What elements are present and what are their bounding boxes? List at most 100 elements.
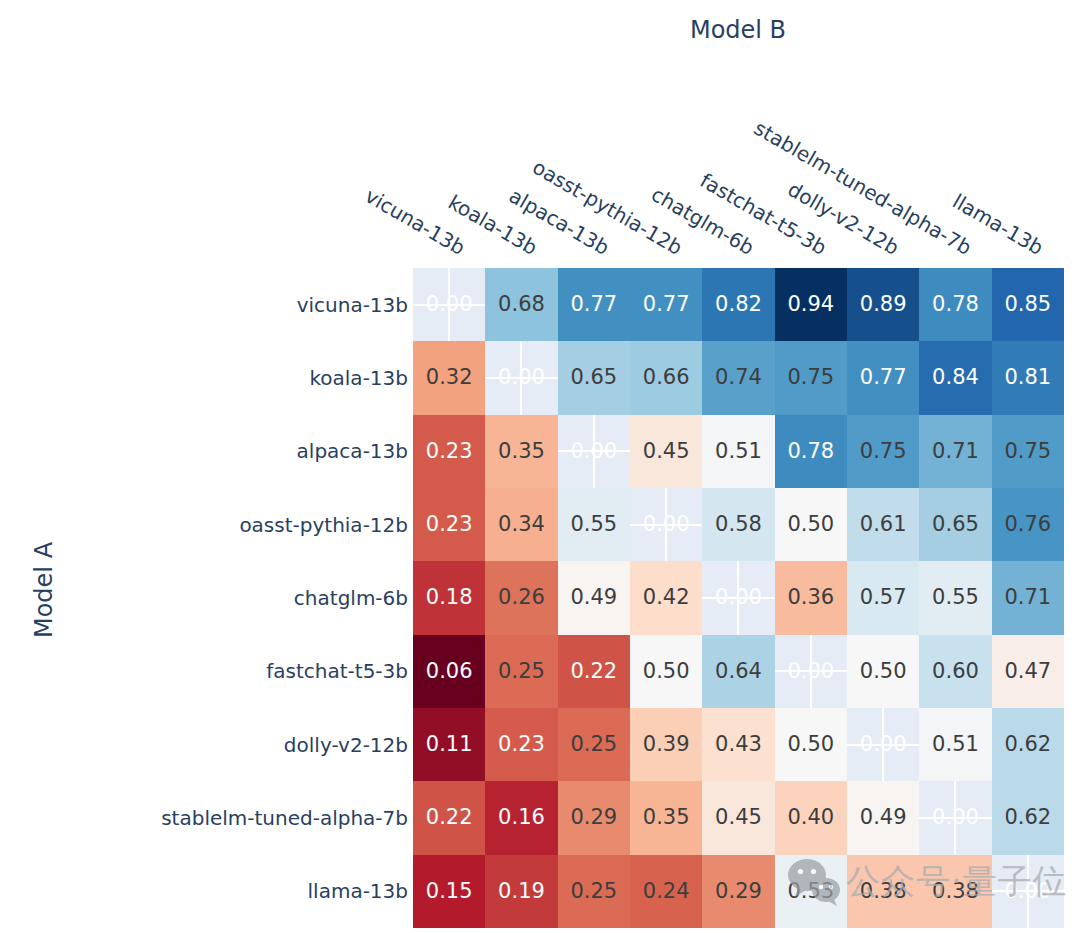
cell-value: 0.43 [715,734,762,755]
heatmap-cell-diagonal: 0.00 [702,561,774,634]
y-tick-label: chatglm-6b [294,561,408,634]
watermark-text: 公众号·量子位 [846,859,1068,905]
y-tick-label: oasst-pythia-12b [239,488,408,561]
cell-value: 0.65 [932,514,979,535]
heatmap-cell: 0.24 [630,855,702,928]
cell-value: 0.55 [932,587,979,608]
heatmap-cell-diagonal: 0.00 [775,635,847,708]
cell-value: 0.55 [570,514,617,535]
cell-value: 0.50 [860,661,907,682]
heatmap-cell-diagonal: 0.00 [485,341,557,414]
heatmap-cell: 0.15 [413,855,485,928]
heatmap-cell: 0.55 [558,488,630,561]
cell-value: 0.74 [715,367,762,388]
cell-value: 0.66 [643,367,690,388]
cell-value: 0.49 [570,587,617,608]
cell-value: 0.82 [715,294,762,315]
cell-value: 0.15 [426,881,473,902]
cell-value: 0.22 [570,661,617,682]
heatmap-cell: 0.62 [992,708,1064,781]
cell-value: 0.11 [426,734,473,755]
heatmap-cell: 0.57 [847,561,919,634]
heatmap-cell: 0.77 [847,341,919,414]
heatmap-cell: 0.35 [630,781,702,854]
cell-value: 0.75 [787,367,834,388]
cell-value: 0.62 [1004,807,1051,828]
cell-value: 0.23 [426,441,473,462]
heatmap-cell: 0.77 [630,268,702,341]
heatmap-cell: 0.50 [630,635,702,708]
cell-value: 0.75 [860,441,907,462]
cell-value: 0.00 [787,661,834,682]
cell-value: 0.85 [1004,294,1051,315]
cell-value: 0.77 [643,294,690,315]
heatmap-cell: 0.22 [413,781,485,854]
heatmap-cell: 0.51 [702,415,774,488]
cell-value: 0.22 [426,807,473,828]
heatmap-cell: 0.40 [775,781,847,854]
heatmap-cell: 0.45 [702,781,774,854]
cell-value: 0.18 [426,587,473,608]
heatmap-cell: 0.94 [775,268,847,341]
cell-value: 0.19 [498,881,545,902]
cell-value: 0.58 [715,514,762,535]
cell-value: 0.25 [570,881,617,902]
heatmap-cell: 0.42 [630,561,702,634]
cell-value: 0.57 [860,587,907,608]
heatmap-cell: 0.49 [847,781,919,854]
cell-value: 0.65 [570,367,617,388]
heatmap-cell: 0.75 [775,341,847,414]
y-tick-label: llama-13b [308,855,408,928]
cell-value: 0.61 [860,514,907,535]
cell-value: 0.81 [1004,367,1051,388]
heatmap-cell: 0.50 [775,708,847,781]
heatmap-cell: 0.23 [413,415,485,488]
cell-value: 0.75 [1004,441,1051,462]
heatmap-cell: 0.36 [775,561,847,634]
heatmap-cell: 0.47 [992,635,1064,708]
cell-value: 0.84 [932,367,979,388]
heatmap-cell-diagonal: 0.00 [558,415,630,488]
cell-value: 0.64 [715,661,762,682]
cell-value: 0.47 [1004,661,1051,682]
heatmap-cell: 0.16 [485,781,557,854]
cell-value: 0.25 [570,734,617,755]
cell-value: 0.42 [643,587,690,608]
cell-value: 0.36 [787,587,834,608]
cell-value: 0.71 [1004,587,1051,608]
heatmap-cell: 0.26 [485,561,557,634]
cell-value: 0.35 [498,441,545,462]
cell-value: 0.24 [643,881,690,902]
cell-value: 0.39 [643,734,690,755]
heatmap-cell: 0.18 [413,561,485,634]
heatmap-cell: 0.66 [630,341,702,414]
heatmap-cell: 0.55 [919,561,991,634]
heatmap-cell: 0.25 [485,635,557,708]
cell-value: 0.06 [426,661,473,682]
heatmap-cell: 0.85 [992,268,1064,341]
heatmap-cell: 0.51 [919,708,991,781]
heatmap-cell: 0.82 [702,268,774,341]
heatmap-cell: 0.76 [992,488,1064,561]
cell-value: 0.51 [715,441,762,462]
cell-value: 0.62 [1004,734,1051,755]
heatmap-cell: 0.68 [485,268,557,341]
cell-value: 0.00 [570,441,617,462]
heatmap-cell: 0.71 [919,415,991,488]
heatmap-cell: 0.25 [558,855,630,928]
heatmap-cell: 0.23 [485,708,557,781]
cell-value: 0.00 [860,734,907,755]
wechat-icon [786,856,842,908]
heatmap-cell: 0.50 [775,488,847,561]
y-tick-label: fastchat-t5-3b [266,635,408,708]
cell-value: 0.00 [498,367,545,388]
cell-value: 0.00 [715,587,762,608]
heatmap-cell: 0.71 [992,561,1064,634]
heatmap-cell: 0.25 [558,708,630,781]
cell-value: 0.29 [570,807,617,828]
cell-value: 0.45 [643,441,690,462]
cell-value: 0.51 [932,734,979,755]
cell-value: 0.26 [498,587,545,608]
cell-value: 0.29 [715,881,762,902]
cell-value: 0.94 [787,294,834,315]
